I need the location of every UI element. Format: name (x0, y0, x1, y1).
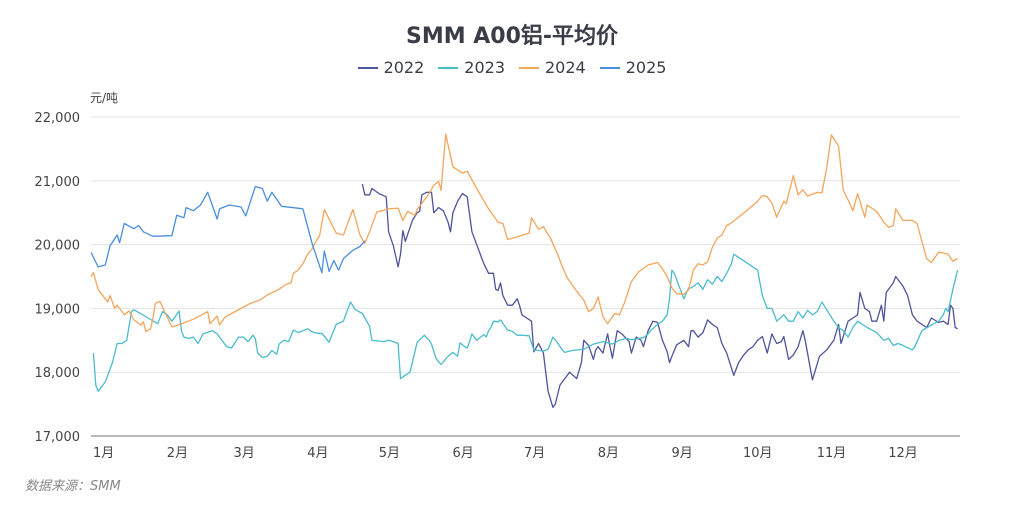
y-tick-label: 19,000 (35, 302, 81, 317)
y-tick-label: 21,000 (35, 175, 81, 190)
x-tick-label: 2月 (167, 446, 188, 461)
legend-label: 2024 (545, 58, 586, 77)
legend-swatch-2024 (519, 66, 539, 69)
x-tick-label: 6月 (453, 446, 474, 461)
x-tick-label: 12月 (888, 446, 918, 461)
series-line-2025 (90, 185, 366, 274)
legend-label: 2023 (464, 58, 505, 77)
chart-title: SMM A00铝-平均价 (405, 24, 619, 49)
legend-item-2025[interactable]: 2025 (599, 58, 667, 77)
x-tick-label: 8月 (598, 446, 619, 461)
y-tick-label: 17,000 (35, 430, 81, 445)
series-line-2023 (92, 253, 959, 392)
legend-item-2023[interactable]: 2023 (438, 58, 505, 77)
x-tick-label: 7月 (524, 446, 545, 461)
x-tick-label: 5月 (379, 446, 400, 461)
x-tick-label: 4月 (307, 446, 328, 461)
legend-label: 2025 (625, 58, 667, 77)
y-axis-unit: 元/吨 (90, 91, 119, 105)
y-tick-label: 22,000 (35, 111, 81, 126)
legend-swatch-2025 (599, 66, 620, 69)
data-source: 数据来源：SMM (25, 479, 121, 494)
y-tick-label: 20,000 (35, 239, 81, 254)
y-tick-label: 18,000 (35, 366, 81, 381)
x-tick-label: 11月 (817, 446, 847, 461)
series-line-2022 (361, 183, 958, 408)
legend: 2022 2023 2024 2025 (0, 58, 1024, 77)
legend-item-2022[interactable]: 2022 (357, 58, 425, 77)
x-tick-label: 10月 (743, 446, 773, 461)
legend-item-2024[interactable]: 2024 (519, 58, 586, 77)
x-tick-label: 3月 (233, 446, 254, 461)
x-tick-label: 1月 (93, 446, 114, 461)
x-tick-label: 9月 (672, 446, 693, 461)
legend-label: 2022 (383, 58, 425, 77)
series-line-2024 (90, 133, 958, 333)
legend-swatch-2023 (438, 66, 459, 69)
legend-swatch-2022 (357, 66, 378, 69)
